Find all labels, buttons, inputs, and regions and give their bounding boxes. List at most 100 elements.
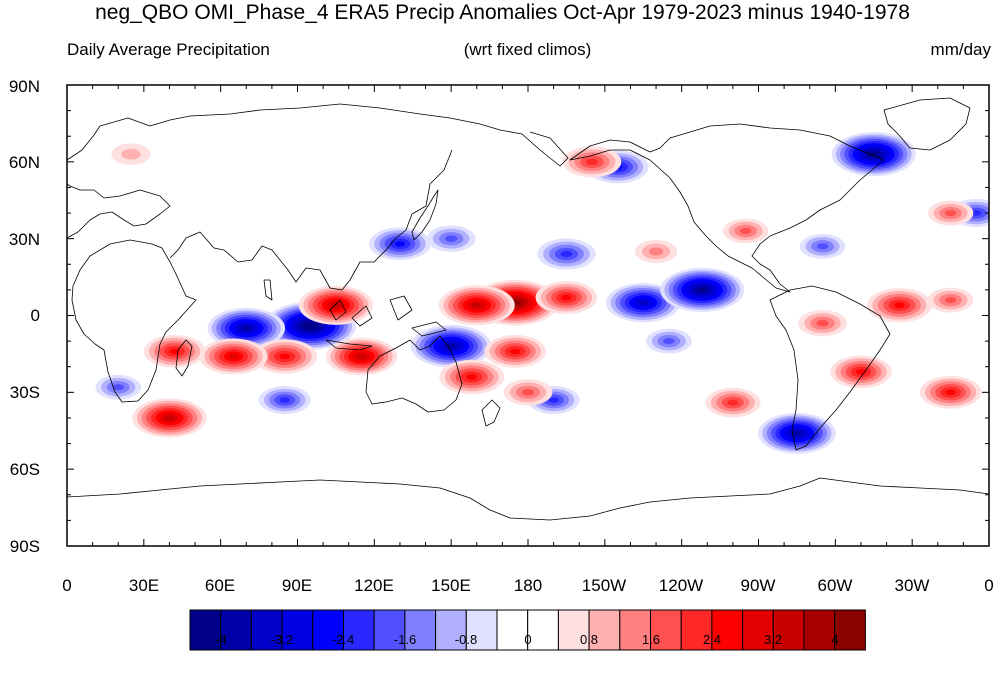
- anomaly-layer: [95, 132, 989, 454]
- anomaly-contour: [816, 319, 829, 327]
- lat-label-60s: 60S: [9, 460, 40, 479]
- lat-label-30s: 30S: [9, 383, 40, 402]
- colorbar-label-4: 4: [831, 632, 839, 647]
- anomaly-contour: [944, 297, 957, 304]
- lon-label-30w: 30W: [894, 576, 930, 595]
- anomaly-contour: [521, 389, 535, 396]
- colorbar-box: [435, 609, 467, 651]
- colorbar-box: [465, 609, 498, 651]
- coastline-australia: [365, 335, 463, 413]
- coastline-new-zealand: [481, 399, 501, 427]
- anomaly-contour: [548, 397, 559, 403]
- colorbar-box: [803, 609, 836, 651]
- coastline-africa: [71, 239, 197, 403]
- lat-label-30n: 30N: [8, 230, 40, 249]
- colorbar-box: [496, 609, 529, 651]
- anomaly-contour: [560, 250, 573, 258]
- lon-label-0: 0: [62, 576, 72, 595]
- anomaly-contour: [945, 389, 956, 396]
- anomaly-contour: [279, 397, 290, 403]
- anomaly-contour: [164, 415, 175, 421]
- lon-label-90w: 90W: [740, 576, 776, 595]
- colorbar-label-neg0-8: -0.8: [454, 632, 478, 647]
- colorbar-label-2-4: 2.4: [702, 632, 722, 647]
- anomaly-contour: [944, 209, 957, 217]
- coastlines: [67, 97, 989, 521]
- colorbar-label-3-2: 3.2: [763, 632, 783, 647]
- colorbar-box: [250, 609, 283, 651]
- lon-label-150e: 150E: [431, 576, 471, 595]
- colorbar-box: [557, 609, 590, 651]
- anomaly-contour: [739, 227, 752, 235]
- coastline-south-america: [769, 285, 891, 451]
- anomaly-contour: [241, 326, 251, 331]
- anomaly-contour: [471, 302, 482, 308]
- anomaly-contour: [638, 300, 648, 306]
- anomaly-contour: [697, 287, 707, 293]
- lon-label-120e: 120E: [354, 576, 394, 595]
- anomaly-contour: [893, 302, 905, 309]
- anomaly-contour: [510, 348, 521, 355]
- colorbar-box: [527, 609, 559, 651]
- colorbar-box: [711, 609, 744, 651]
- anomaly-contour: [306, 323, 315, 328]
- colorbar-box: [742, 609, 774, 651]
- anomaly-contour: [586, 158, 598, 165]
- anomaly-contour: [466, 374, 478, 380]
- coastline-eurasia: [67, 103, 569, 301]
- lon-label-120w: 120W: [658, 576, 704, 595]
- lat-label-eq: 0: [30, 306, 40, 325]
- anomaly-contour: [112, 384, 124, 391]
- colorbar-box: [220, 609, 252, 651]
- coastline-north-america: [569, 123, 885, 293]
- colorbar-label-neg2-4: -2.4: [331, 632, 355, 647]
- colorbar-box: [312, 609, 344, 651]
- coastline-antarctica: [67, 477, 989, 521]
- anomaly-contour: [648, 247, 664, 256]
- colorbar-box: [650, 609, 682, 651]
- coastline-japan: [411, 189, 439, 241]
- colorbar-label-0-8: 0.8: [579, 632, 599, 647]
- lon-label-0-east: 0: [984, 576, 994, 595]
- map-title: neg_QBO OMI_Phase_4 ERA5 Precip Anomalie…: [95, 1, 910, 24]
- colorbar-box: [834, 609, 866, 651]
- colorbar-label-neg1-6: -1.6: [393, 632, 417, 647]
- colorbar-box: [680, 609, 713, 651]
- lon-label-90e: 90E: [281, 576, 313, 595]
- anomaly-contour: [121, 148, 141, 160]
- lat-label-60n: 60N: [8, 153, 40, 172]
- coastline-europe: [67, 183, 171, 239]
- lon-label-60e: 60E: [204, 576, 236, 595]
- anomaly-contour: [228, 353, 239, 360]
- anomaly-contour: [663, 338, 675, 345]
- lon-label-30e: 30E: [128, 576, 160, 595]
- colorbar-box: [588, 609, 621, 651]
- anomaly-contour: [445, 235, 458, 242]
- colorbar-box: [189, 609, 222, 651]
- variable-label: Daily Average Precipitation: [67, 40, 270, 59]
- axis-ticks: [66, 84, 990, 547]
- anomaly-contour: [970, 210, 982, 216]
- units-label: mm/day: [930, 40, 991, 59]
- anomaly-contour: [792, 431, 802, 436]
- lon-label-180: 180: [513, 576, 543, 595]
- lat-label-90s: 90S: [9, 537, 40, 556]
- anomaly-contour: [394, 241, 406, 247]
- colorbar-box: [619, 609, 651, 651]
- colorbar-label-1-6: 1.6: [641, 632, 661, 647]
- anomaly-contour: [869, 151, 878, 157]
- anomaly-contour: [561, 294, 572, 301]
- anomaly-contour: [816, 243, 829, 250]
- colorbar-boxes: [189, 609, 866, 651]
- coastline-greenland: [883, 97, 971, 151]
- lat-label-90n: 90N: [8, 77, 40, 96]
- lon-label-150w: 150W: [581, 576, 627, 595]
- colorbar-label-0: 0: [524, 632, 532, 647]
- colorbar-box: [343, 609, 375, 651]
- anomaly-contour: [357, 354, 367, 359]
- coastline-madagascar: [175, 339, 193, 377]
- lon-label-60w: 60W: [817, 576, 853, 595]
- colorbar-label-neg3-2: -3.2: [270, 632, 294, 647]
